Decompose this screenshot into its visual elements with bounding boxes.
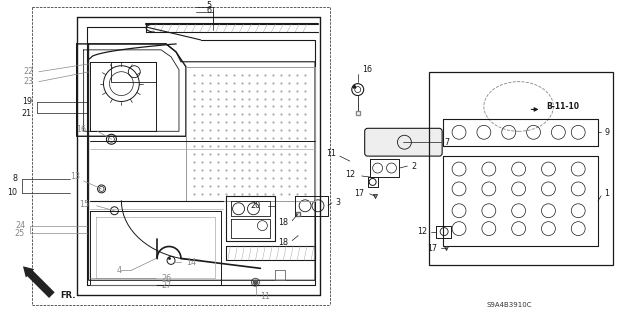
Text: 17: 17 [355,189,365,198]
Text: 4: 4 [116,266,122,275]
Text: 14: 14 [186,258,196,267]
Text: S9A4B3910C: S9A4B3910C [487,302,532,308]
Text: 17: 17 [427,244,437,253]
FancyArrow shape [23,266,54,298]
Text: 13: 13 [70,173,79,182]
Text: 20: 20 [250,201,260,210]
Text: 6: 6 [206,6,211,15]
Text: 18: 18 [278,238,288,247]
Text: 24: 24 [15,221,25,230]
Text: 2: 2 [412,161,417,171]
Text: 27: 27 [161,281,172,290]
Text: 7: 7 [444,138,449,147]
Text: 12: 12 [417,227,428,236]
Bar [429,72,613,265]
Text: 16: 16 [77,125,86,134]
FancyBboxPatch shape [365,128,442,156]
Text: 19: 19 [22,97,32,106]
Text: 5: 5 [206,1,211,10]
Text: 10: 10 [7,189,17,197]
Text: 9: 9 [604,128,609,137]
Text: 11: 11 [260,292,271,301]
Text: 21: 21 [22,109,32,118]
Text: B-11-10: B-11-10 [547,102,579,111]
Text: 22: 22 [24,67,34,76]
Text: 11: 11 [326,149,336,158]
Text: 16: 16 [362,65,372,74]
Text: 25: 25 [15,229,25,238]
Text: 18: 18 [278,218,288,227]
Text: 3: 3 [336,198,341,207]
Text: 8: 8 [12,174,17,183]
Text: FR.: FR. [60,291,76,300]
Text: 23: 23 [24,77,34,86]
Text: 12: 12 [346,170,356,180]
Text: 26: 26 [161,274,172,283]
Text: 15: 15 [79,200,90,209]
Text: 1: 1 [604,189,609,198]
